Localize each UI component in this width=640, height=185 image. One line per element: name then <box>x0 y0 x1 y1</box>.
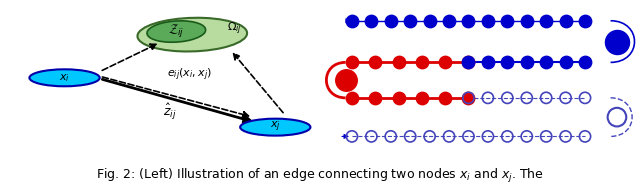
Point <box>541 61 551 64</box>
Point <box>612 40 622 43</box>
Point <box>440 61 451 64</box>
Point <box>541 96 551 99</box>
Point <box>502 19 513 22</box>
Text: $\mathcal{Z}_{ij}$: $\mathcal{Z}_{ij}$ <box>168 22 184 39</box>
Point <box>370 96 380 99</box>
Text: $\hat{z}_{ij}$: $\hat{z}_{ij}$ <box>163 102 177 122</box>
Point <box>522 19 532 22</box>
Point <box>463 96 474 99</box>
Point <box>502 135 513 138</box>
Point <box>394 61 404 64</box>
Point <box>366 135 376 138</box>
Point <box>561 19 571 22</box>
Point <box>463 61 474 64</box>
Point <box>417 61 427 64</box>
Point <box>463 61 474 64</box>
Point <box>580 61 590 64</box>
Circle shape <box>29 69 100 86</box>
Text: $x_j$: $x_j$ <box>270 120 281 134</box>
Point <box>405 135 415 138</box>
Point <box>424 135 435 138</box>
Point <box>580 19 590 22</box>
Point <box>370 61 380 64</box>
Point <box>440 96 451 99</box>
Point <box>522 135 532 138</box>
Point <box>580 135 590 138</box>
Point <box>502 96 513 99</box>
Point <box>424 19 435 22</box>
Ellipse shape <box>147 21 205 42</box>
Point <box>561 135 571 138</box>
Point <box>347 135 357 138</box>
Point <box>444 135 454 138</box>
Point <box>522 96 532 99</box>
Point <box>417 96 427 99</box>
Point <box>612 116 622 119</box>
Point <box>502 61 513 64</box>
Point <box>541 19 551 22</box>
Point <box>394 96 404 99</box>
Point <box>483 96 493 99</box>
Point <box>347 61 357 64</box>
Point <box>522 61 532 64</box>
Point <box>580 96 590 99</box>
Ellipse shape <box>138 18 247 51</box>
Point <box>483 19 493 22</box>
Point <box>340 79 351 82</box>
Point <box>347 19 357 22</box>
Text: $e_{ij}(x_i, x_j)$: $e_{ij}(x_i, x_j)$ <box>166 67 212 83</box>
Point <box>561 61 571 64</box>
Point <box>463 96 474 99</box>
Point <box>463 135 474 138</box>
Text: $\Omega_{ij}$: $\Omega_{ij}$ <box>227 20 243 37</box>
Point <box>483 135 493 138</box>
Text: $x_i$: $x_i$ <box>59 72 70 84</box>
Point <box>463 19 474 22</box>
Point <box>366 19 376 22</box>
Point <box>405 19 415 22</box>
Point <box>347 96 357 99</box>
Circle shape <box>240 119 310 136</box>
Point <box>444 19 454 22</box>
Point <box>386 19 396 22</box>
Point <box>386 135 396 138</box>
Point <box>483 61 493 64</box>
Point <box>541 135 551 138</box>
Text: Fig. 2: (Left) Illustration of an edge connecting two nodes $x_i$ and $x_j$. The: Fig. 2: (Left) Illustration of an edge c… <box>96 167 544 185</box>
Point <box>561 96 571 99</box>
